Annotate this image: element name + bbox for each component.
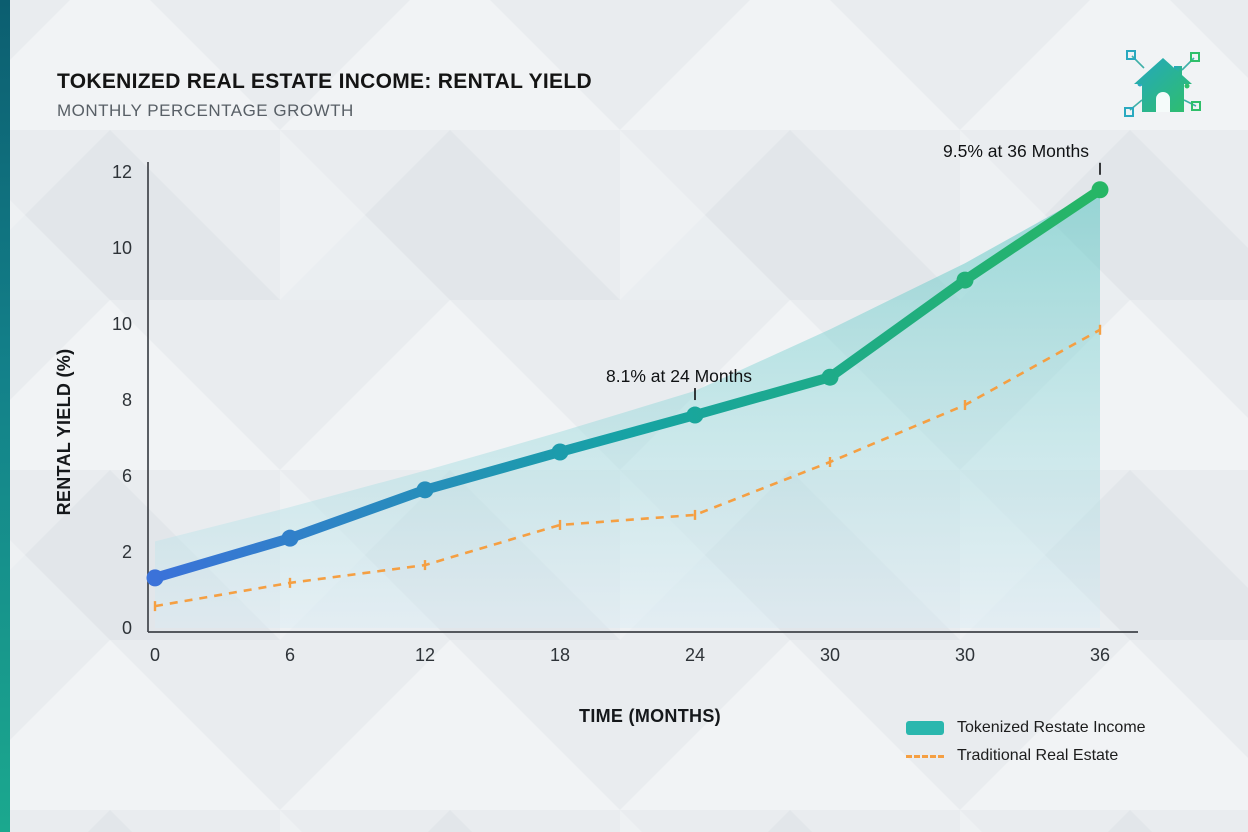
legend-item-tokenized: Tokenized Restate Income: [906, 719, 1146, 737]
chart-legend: Tokenized Restate Income Traditional Rea…: [906, 719, 1146, 765]
tokenized-point: [1091, 181, 1109, 199]
x-axis-title: TIME (MONTHS): [579, 706, 721, 726]
annotation-label: 9.5% at 36 Months: [943, 141, 1089, 161]
x-tick-label: 12: [415, 645, 435, 665]
tokenized-point: [551, 443, 569, 461]
tokenized-point: [686, 406, 704, 424]
legend-swatch-traditional: [906, 754, 944, 758]
network-node-icon: [1190, 52, 1200, 62]
x-tick-label: 18: [550, 645, 570, 665]
x-tick-label: 6: [285, 645, 295, 665]
network-node-icon: [1191, 101, 1201, 111]
x-tick-label: 30: [820, 645, 840, 665]
network-node-icon: [1126, 50, 1136, 60]
page-subtitle: MONTHLY PERCENTAGE GROWTH: [57, 101, 354, 120]
accent-bar: [0, 0, 10, 832]
legend-item-traditional: Traditional Real Estate: [906, 747, 1146, 765]
y-axis-title: RENTAL YIELD (%): [54, 349, 74, 516]
confidence-band: [155, 187, 1100, 628]
tokenized-point: [821, 368, 839, 386]
x-tick-label: 0: [150, 645, 160, 665]
legend-swatch-tokenized: [906, 721, 944, 735]
network-links: [1129, 55, 1197, 111]
y-tick-label: 0: [122, 618, 132, 638]
tokenized-point: [281, 529, 299, 547]
network-node-icon: [1124, 107, 1134, 117]
page-title: TOKENIZED REAL ESTATE INCOME: RENTAL YIE…: [57, 70, 592, 93]
legend-label-traditional: Traditional Real Estate: [957, 747, 1119, 764]
x-tick-label: 36: [1090, 645, 1110, 665]
x-tick-label: 24: [685, 645, 705, 665]
tokenized-point: [146, 569, 164, 587]
chart-header: TOKENIZED REAL ESTATE INCOME: RENTAL YIE…: [57, 70, 592, 121]
traditional-line: [154, 328, 1101, 608]
house-icon: [1134, 58, 1192, 112]
y-tick-label: 12: [112, 162, 132, 182]
house-door: [1156, 92, 1170, 112]
y-tick-label: 6: [122, 466, 132, 486]
tokenized-line: [150, 184, 1105, 583]
tokenized-point: [956, 271, 974, 289]
y-tick-label: 2: [122, 542, 132, 562]
tokenized-point: [416, 481, 434, 499]
x-tick-label: 30: [955, 645, 975, 665]
legend-label-tokenized: Tokenized Restate Income: [957, 719, 1146, 736]
annotation-label: 8.1% at 24 Months: [606, 366, 752, 386]
y-tick-label: 10: [112, 314, 132, 334]
network-dot-icon: [1184, 83, 1190, 89]
y-tick-label: 10: [112, 238, 132, 258]
house-network-icon: [1124, 50, 1201, 117]
y-tick-label: 8: [122, 390, 132, 410]
